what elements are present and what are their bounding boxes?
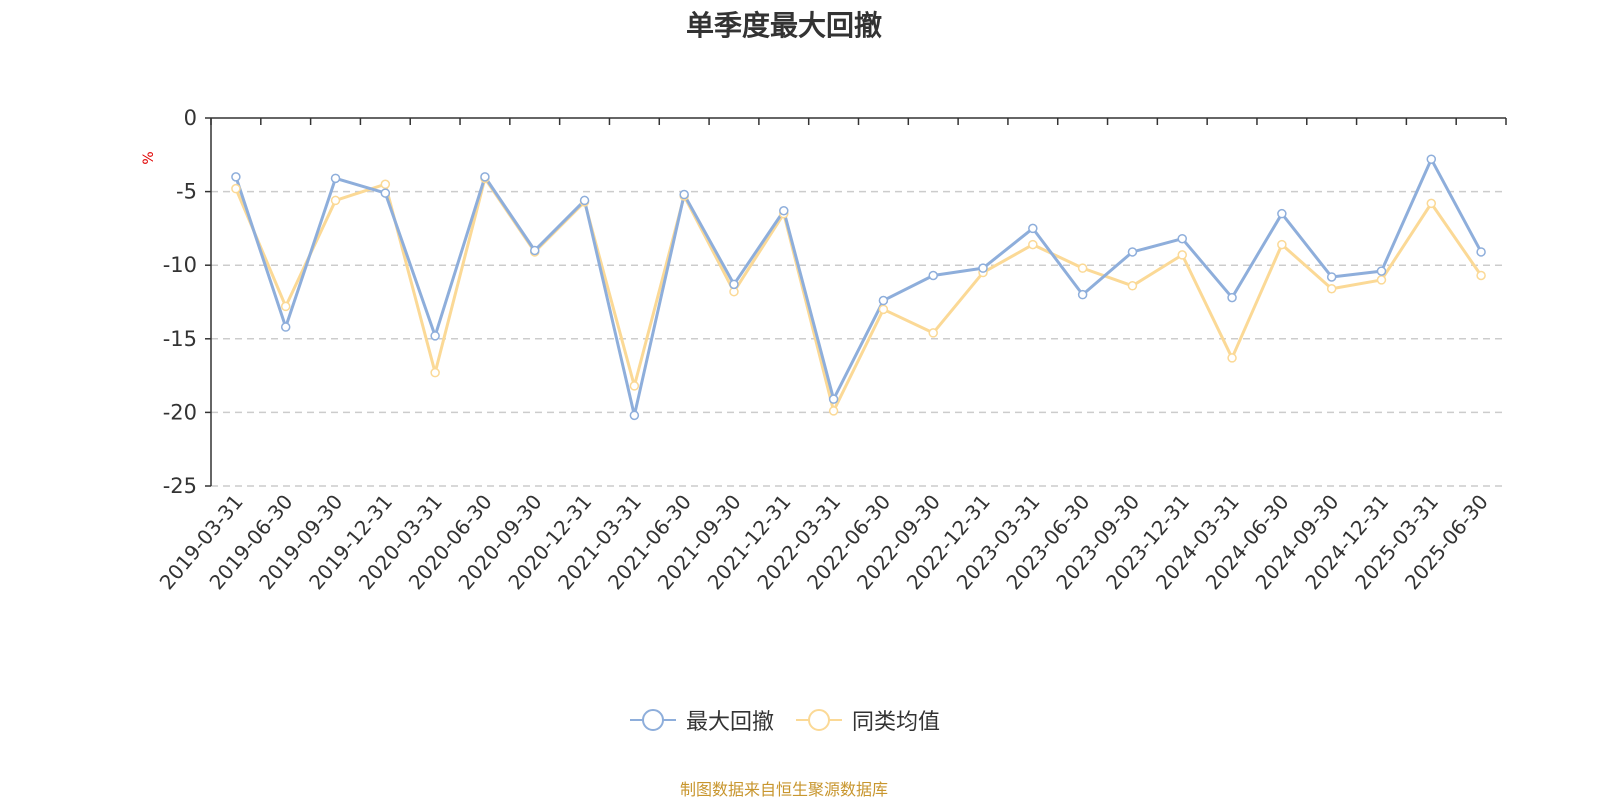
data-point[interactable] [928, 328, 938, 338]
data-point[interactable] [779, 205, 789, 216]
data-point[interactable] [380, 179, 391, 189]
data-point[interactable] [1077, 289, 1088, 300]
data-point[interactable] [1476, 270, 1486, 281]
data-point[interactable] [1376, 275, 1387, 285]
data-point[interactable] [978, 263, 988, 273]
data-point[interactable] [330, 173, 341, 184]
y-tick-label: -20 [163, 400, 197, 424]
data-point[interactable] [1127, 281, 1138, 291]
data-point[interactable] [231, 172, 241, 182]
y-tick-label: -5 [176, 180, 197, 204]
series-line-2 [234, 176, 1483, 413]
data-point[interactable] [1277, 239, 1287, 250]
gridlines [211, 190, 1506, 487]
data-point[interactable] [231, 183, 241, 194]
data-point[interactable] [1028, 239, 1038, 250]
data-point[interactable] [579, 195, 590, 206]
data-point[interactable] [1376, 266, 1387, 276]
data-point[interactable] [430, 367, 440, 378]
legend-label: 同类均值 [852, 710, 941, 735]
legend-symbol-icon [629, 709, 676, 731]
data-point[interactable] [828, 394, 839, 404]
data-point[interactable] [480, 172, 490, 182]
data-point[interactable] [1277, 208, 1287, 219]
source-note: 制图数据来自恒生聚源数据库 [679, 780, 888, 799]
data-point[interactable] [729, 279, 739, 290]
data-point[interactable] [878, 304, 889, 315]
data-point[interactable] [1326, 284, 1337, 294]
data-point[interactable] [1326, 272, 1337, 282]
y-axis-label: % [141, 151, 157, 164]
chart-title: 单季度最大回撤 [685, 9, 882, 42]
data-point[interactable] [1227, 292, 1237, 303]
series-line-1 [234, 157, 1483, 417]
y-tick-label: -15 [163, 327, 197, 351]
y-tick-label: 0 [184, 106, 197, 130]
legend-item-series-2[interactable]: 同类均值 [794, 704, 940, 736]
data-point[interactable] [1177, 250, 1187, 260]
data-point[interactable] [530, 245, 540, 256]
data-point[interactable] [280, 322, 291, 332]
line-chart: 0-5-10-15-20-25%2019-03-312019-06-302019… [141, 106, 1507, 594]
y-tick-label: -10 [163, 253, 197, 277]
legend: 最大回撤 同类均值 [0, 704, 1568, 736]
data-point[interactable] [280, 301, 291, 312]
data-point[interactable] [330, 195, 341, 206]
data-point[interactable] [1127, 247, 1138, 257]
legend-symbol-icon [796, 709, 842, 731]
data-point[interactable] [1227, 353, 1237, 363]
data-point[interactable] [1426, 154, 1437, 164]
data-point[interactable] [380, 188, 391, 198]
data-point[interactable] [679, 189, 689, 200]
data-point[interactable] [1426, 198, 1437, 209]
data-point[interactable] [629, 381, 640, 391]
series-lines [231, 154, 1486, 421]
y-tick-label: -25 [163, 474, 197, 498]
data-point[interactable] [430, 331, 440, 341]
legend-item-series-1[interactable]: 最大回撤 [628, 704, 774, 736]
data-point[interactable] [828, 406, 839, 416]
data-point[interactable] [1028, 223, 1038, 234]
data-point[interactable] [1077, 263, 1088, 273]
data-point[interactable] [928, 270, 938, 281]
data-point[interactable] [1177, 233, 1187, 244]
data-point[interactable] [1476, 247, 1486, 257]
axes [205, 117, 1507, 487]
legend-label: 最大回撤 [685, 710, 774, 735]
data-point[interactable] [629, 410, 640, 421]
data-point[interactable] [878, 295, 889, 306]
